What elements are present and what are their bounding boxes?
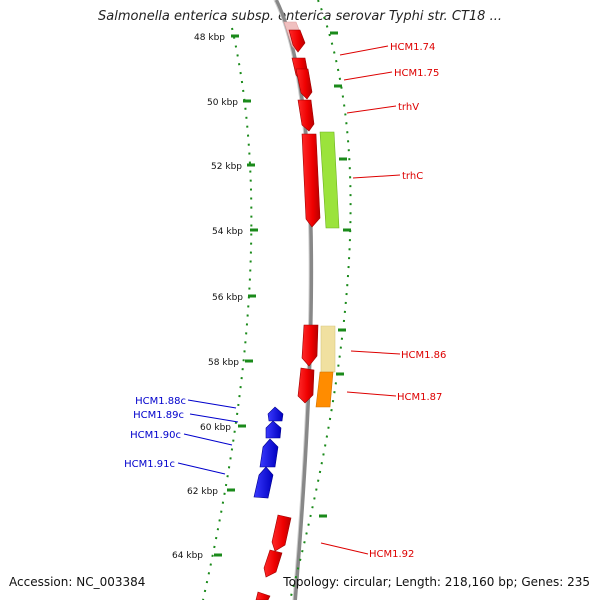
outer-ruler-track — [289, 0, 352, 600]
gene-arrow-hcm1-86[interactable] — [301, 324, 319, 367]
gene-arrow-hcm1-91c[interactable] — [253, 466, 274, 499]
gene-label[interactable]: HCM1.87 — [397, 392, 442, 403]
ruler-label: 64 kbp — [172, 551, 203, 561]
gene-label[interactable]: HCM1.91c — [124, 459, 175, 470]
map-title: Salmonella enterica subsp. enterica sero… — [98, 9, 502, 24]
ruler-label: 58 kbp — [208, 358, 239, 368]
gene-label[interactable]: HCM1.74 — [390, 42, 435, 53]
gene-label[interactable]: trhV — [398, 102, 419, 113]
feature-khaki — [320, 325, 336, 373]
ruler-label: 62 kbp — [187, 487, 218, 497]
gene-arrow-bottom[interactable] — [255, 591, 271, 600]
gene-label[interactable]: HCM1.92 — [369, 549, 414, 560]
forward-genes — [255, 21, 321, 600]
outer-track-ticks — [319, 31, 351, 518]
gene-arrow-hcm1-74b[interactable] — [288, 29, 306, 53]
gene-arrow-hcm1-89c[interactable] — [265, 420, 282, 439]
gene-label[interactable]: HCM1.86 — [401, 350, 446, 361]
ruler-label: 50 kbp — [207, 98, 238, 108]
gene-arrow-hcm1-92b[interactable] — [263, 549, 283, 578]
ruler-label: 52 kbp — [211, 162, 242, 172]
ruler-ticks — [214, 34, 258, 557]
ruler-label: 56 kbp — [212, 293, 243, 303]
gene-arrow-hcm1-90c[interactable] — [259, 438, 279, 468]
gene-arrow-trhc[interactable] — [301, 133, 321, 228]
label-leaders-forward — [320, 45, 401, 555]
gene-label[interactable]: HCM1.88c — [135, 396, 186, 407]
feature-orange — [315, 371, 334, 408]
ruler-label: 48 kbp — [194, 33, 225, 43]
gene-label[interactable]: HCM1.89c — [133, 410, 184, 421]
inner-ruler-track — [202, 27, 253, 600]
gene-label[interactable]: HCM1.90c — [130, 430, 181, 441]
gene-arrow-hcm1-86b[interactable] — [297, 367, 315, 404]
gene-arrow-trhv[interactable] — [297, 99, 315, 132]
accession-text: Accession: NC_003384 — [9, 575, 146, 589]
gene-arrow-hcm1-92[interactable] — [271, 514, 292, 552]
reverse-genes — [253, 406, 284, 499]
label-leaders-reverse — [177, 399, 239, 475]
ruler-label: 60 kbp — [200, 423, 231, 433]
feature-green — [319, 131, 340, 229]
gene-label[interactable]: HCM1.75 — [394, 68, 439, 79]
ruler-label: 54 kbp — [212, 227, 243, 237]
summary-text: Topology: circular; Length: 218,160 bp; … — [283, 575, 590, 589]
gene-arrow-hcm1-88c[interactable] — [267, 406, 284, 422]
gene-arrow-hcm1-75b[interactable] — [295, 68, 313, 100]
gene-label[interactable]: trhC — [402, 171, 423, 182]
